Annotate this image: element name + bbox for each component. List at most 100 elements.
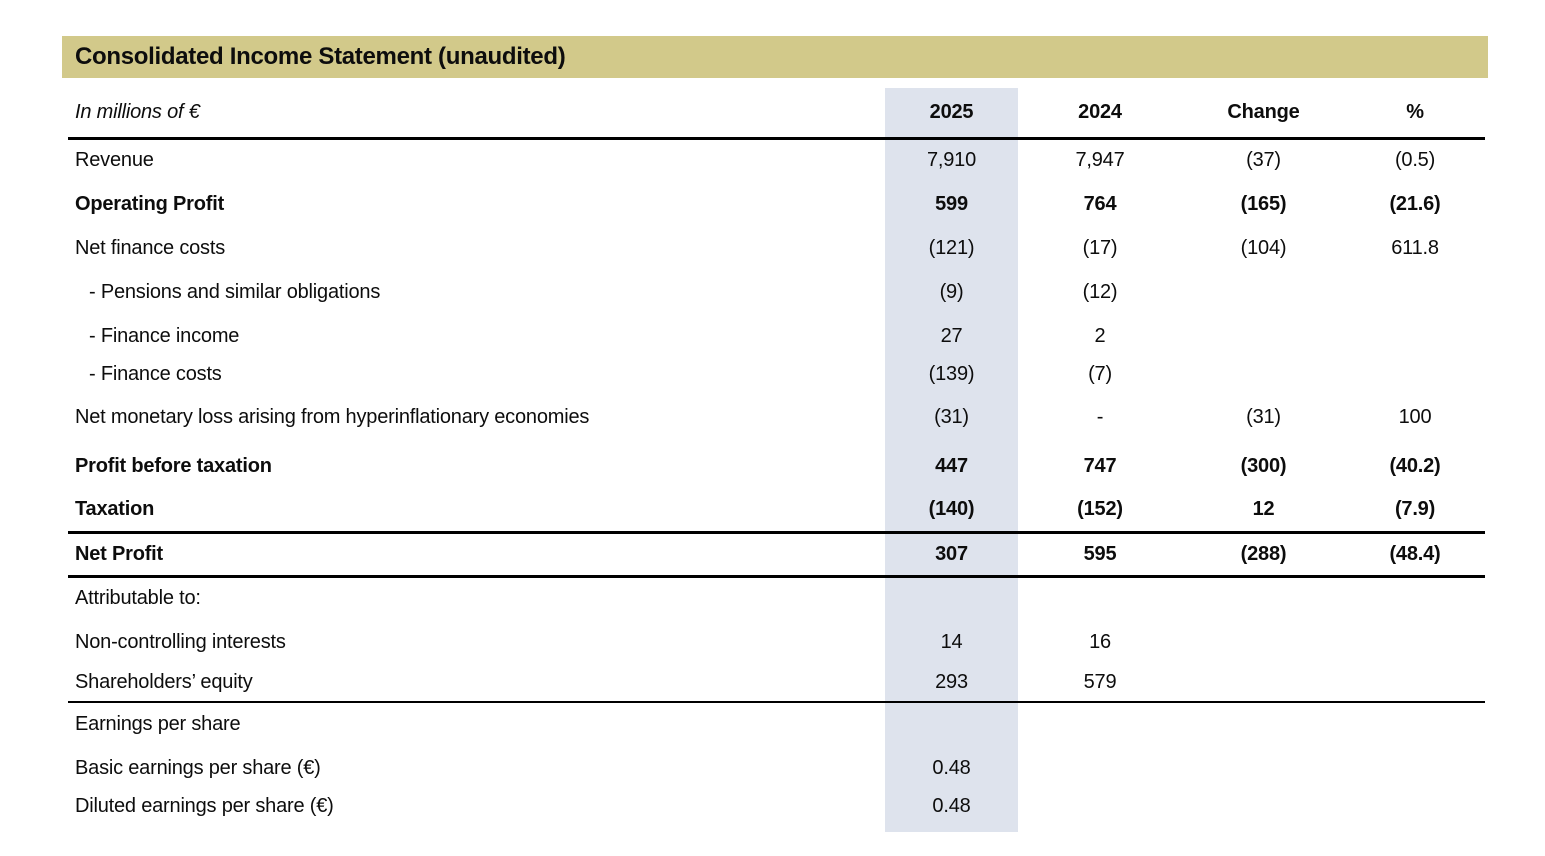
row-label: Shareholders’ equity: [75, 671, 253, 693]
table-row: Net finance costs (121) (17) (104) 611.8: [68, 226, 1485, 270]
row-label: Operating Profit: [75, 192, 225, 215]
row-label: Non-controlling interests: [75, 630, 286, 653]
row-label: - Finance costs: [89, 362, 222, 385]
table-row: - Pensions and similar obligations (9) (12…: [68, 270, 1485, 314]
table-row: Attributable to:: [68, 576, 1485, 620]
cell-percent: (0.5): [1394, 149, 1436, 172]
cell-2024: [1018, 746, 1182, 790]
cell-percent: (7.9): [1394, 497, 1436, 520]
cell-percent: [1345, 790, 1485, 822]
table-row: Earnings per share: [68, 702, 1485, 746]
cell-2024: 7,947: [1075, 149, 1125, 172]
cell-2025: (121): [885, 226, 1018, 270]
cell-change: (104): [1240, 236, 1287, 259]
row-label: Revenue: [75, 149, 154, 172]
cell-change: [1182, 702, 1345, 746]
cell-2024: (17): [1082, 236, 1118, 259]
table-row: - Finance costs (139) (7): [68, 358, 1485, 390]
cell-2024: [1018, 702, 1182, 746]
column-header-2025: 2025: [885, 88, 1018, 138]
cell-change: [1182, 746, 1345, 790]
cell-2024: -: [1096, 405, 1104, 428]
unit-label: In millions of €: [75, 100, 200, 123]
table-row: - Finance income 27 2: [68, 314, 1485, 358]
cell-2024: 579: [1083, 671, 1117, 693]
cell-2025: 447: [885, 444, 1018, 488]
cell-2024: 595: [1083, 542, 1117, 565]
cell-percent: [1345, 664, 1485, 702]
cell-2024: 16: [1089, 630, 1111, 653]
column-header-change: Change: [1227, 100, 1300, 123]
cell-percent: [1345, 702, 1485, 746]
document-title-bar: Consolidated Income Statement (unaudited…: [62, 36, 1488, 78]
cell-change: [1182, 314, 1345, 358]
table-row: Shareholders’ equity 293 579: [68, 664, 1485, 702]
cell-change: (37): [1246, 149, 1281, 172]
column-header-2024: 2024: [1078, 100, 1122, 123]
row-label: - Pensions and similar obligations: [89, 280, 381, 303]
row-label: Profit before taxation: [75, 454, 272, 477]
table-row: Diluted earnings per share (€) 0.48: [68, 790, 1485, 822]
cell-2024: [1018, 790, 1182, 822]
column-header-percent: %: [1406, 100, 1424, 123]
table-header-row: In millions of € 2025 2024 Change %: [68, 88, 1485, 138]
cell-2025: (31): [885, 390, 1018, 444]
document-page: Consolidated Income Statement (unaudited…: [62, 36, 1488, 832]
cell-percent: [1345, 270, 1485, 314]
cell-2025: 27: [885, 314, 1018, 358]
cell-percent: [1345, 358, 1485, 390]
cell-percent: (48.4): [1389, 542, 1441, 565]
row-label: Earnings per share: [75, 713, 241, 735]
cell-percent: (21.6): [1389, 192, 1441, 215]
table-row: Operating Profit 599 764 (165) (21.6): [68, 182, 1485, 226]
cell-2025: 599: [885, 182, 1018, 226]
cell-change: [1182, 358, 1345, 390]
highlight-column-footer: [68, 822, 1485, 832]
cell-change: 12: [1252, 497, 1275, 520]
cell-change: (31): [1246, 405, 1281, 428]
row-label: Net finance costs: [75, 236, 226, 259]
cell-change: [1182, 270, 1345, 314]
row-label: Diluted earnings per share (€): [75, 794, 334, 817]
row-label: Net monetary loss arising from hyperinfl…: [75, 405, 590, 428]
cell-change: [1182, 664, 1345, 702]
cell-percent: [1345, 314, 1485, 358]
cell-change: (288): [1240, 542, 1287, 565]
cell-2025: 14: [885, 620, 1018, 664]
table-row: Net monetary loss arising from hyperinfl…: [68, 390, 1485, 444]
cell-change: [1182, 576, 1345, 620]
row-label: Basic earnings per share (€): [75, 756, 321, 779]
table-row: Net Profit 307 595 (288) (48.4): [68, 532, 1485, 576]
cell-2024: 764: [1083, 192, 1117, 215]
cell-percent: [1345, 746, 1485, 790]
cell-2025: (9): [885, 270, 1018, 314]
cell-2024: 2: [1094, 324, 1106, 347]
cell-2025: 293: [885, 664, 1018, 702]
table-body: Revenue 7,910 7,947 (37) (0.5) Operating Prof…: [68, 138, 1485, 822]
cell-percent: [1345, 620, 1485, 664]
table-row: Basic earnings per share (€) 0.48: [68, 746, 1485, 790]
cell-2024: [1018, 576, 1182, 620]
cell-2025: (139): [885, 358, 1018, 390]
cell-2024: (12): [1082, 280, 1118, 303]
cell-percent: 611.8: [1391, 236, 1439, 259]
cell-change: (165): [1240, 192, 1287, 215]
highlight-footer-cell: [885, 822, 1018, 832]
cell-2025: (140): [885, 488, 1018, 532]
cell-2025: 0.48: [885, 790, 1018, 822]
table-row: Non-controlling interests 14 16: [68, 620, 1485, 664]
cell-2025: 0.48: [885, 746, 1018, 790]
page-title: Consolidated Income Statement (unaudited…: [75, 43, 566, 70]
cell-2025: 307: [885, 532, 1018, 576]
table-row: Profit before taxation 447 747 (300) (40.2): [68, 444, 1485, 488]
cell-2025: [885, 702, 1018, 746]
cell-percent: (40.2): [1389, 454, 1441, 477]
row-label: Net Profit: [75, 542, 164, 565]
table-row: Revenue 7,910 7,947 (37) (0.5): [68, 138, 1485, 182]
cell-2025: 7,910: [885, 138, 1018, 182]
cell-percent: [1345, 576, 1485, 620]
income-statement-table: In millions of € 2025 2024 Change % Reve…: [68, 88, 1485, 832]
cell-2025: [885, 576, 1018, 620]
table-row: Taxation (140) (152) 12 (7.9): [68, 488, 1485, 532]
